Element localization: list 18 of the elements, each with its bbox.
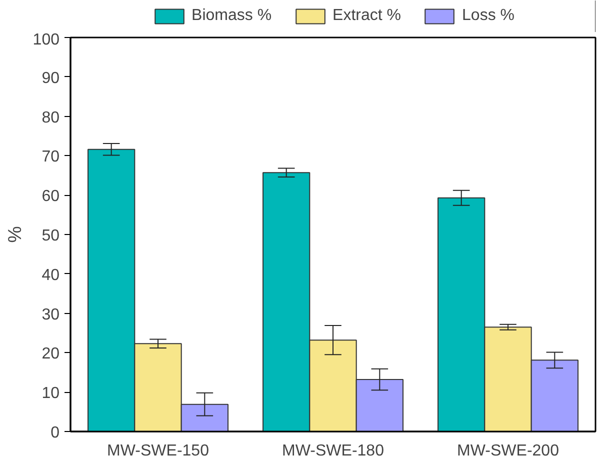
- y-tick-label: 10: [42, 385, 60, 402]
- y-tick-label: 20: [42, 346, 60, 363]
- x-tick-label: MW-SWE-180: [282, 442, 384, 460]
- y-tick-label: 40: [42, 266, 60, 284]
- y-axis-title: %: [4, 226, 25, 243]
- y-tick-label: 30: [42, 306, 60, 324]
- legend-label: Loss %: [462, 7, 514, 25]
- y-tick-label: 50: [42, 228, 60, 244]
- legend-label: Biomass %: [192, 7, 272, 25]
- x-tick-label: MW-SWE-200: [457, 442, 560, 460]
- y-tick-label: 70: [42, 148, 60, 166]
- y-tick-label: 90: [42, 70, 60, 87]
- legend-label: Extract %: [332, 7, 402, 25]
- y-tick-label: 80: [42, 109, 60, 126]
- x-tick-label: MW-SWE-150: [107, 442, 210, 460]
- y-tick-label: 60: [42, 188, 60, 206]
- y-tick-label: 100: [32, 32, 60, 48]
- y-tick-label: 0: [50, 424, 60, 442]
